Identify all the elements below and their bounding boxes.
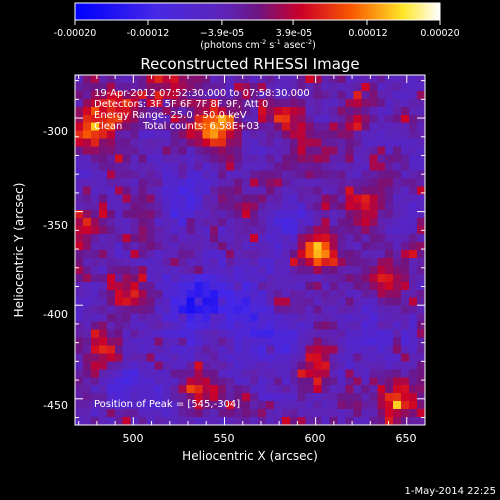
colorbar-tick-label: 3.9e-05: [276, 28, 312, 39]
axis-ticks: [75, 75, 426, 425]
colorbar-tick-label: 0.00012: [348, 28, 387, 39]
colorbar: -0.00020 -0.00012 −3.9e-05 3.9e-05 0.000…: [54, 2, 460, 51]
x-axis-label: Heliocentric X (arcsec): [182, 449, 318, 463]
heatmap-image: [75, 75, 425, 425]
plot-frame: [74, 74, 426, 426]
y-tick-label: -350: [43, 219, 68, 232]
colorbar-tick-label: -0.00012: [127, 28, 170, 39]
y-axis-label: Heliocentric Y (arcsec): [12, 183, 26, 318]
footer-date: 1-May-2014 22:25: [404, 486, 496, 497]
colorbar-tick-label: −3.9e-05: [200, 28, 244, 39]
annotation-peak: Position of Peak = [545,-304]: [94, 399, 240, 410]
colorbar-units-label: (photons cm-2 s-1 asec-2): [200, 38, 316, 51]
x-tick-label: 550: [214, 432, 235, 445]
annotation-counts: Total counts: 6.58E+03: [142, 121, 259, 132]
y-tick-label: -400: [43, 308, 68, 321]
x-tick-label: 600: [305, 432, 326, 445]
colorbar-ticks: [74, 20, 441, 25]
x-tick-label: 650: [396, 432, 417, 445]
annotation-algorithm: Clean: [94, 121, 122, 132]
y-tick-label: -300: [43, 125, 68, 138]
annotation-energy: Energy Range: 25.0 - 50.0 keV: [94, 110, 247, 121]
chart-title: Reconstructed RHESSI Image: [140, 55, 359, 73]
colorbar-tick-label: -0.00020: [54, 28, 97, 39]
annotation-detectors: Detectors: 3F 5F 6F 7F 8F 9F, Att 0: [94, 99, 268, 110]
y-tick-label: -450: [43, 399, 68, 412]
colorbar-frame: [74, 2, 441, 21]
x-tick-label: 500: [123, 432, 144, 445]
colorbar-tick-label: 0.00020: [420, 28, 459, 39]
annotation-time-range: 19-Apr-2012 07:52:30.000 to 07:58:30.000: [94, 88, 310, 99]
colorbar-gradient: [75, 3, 440, 20]
